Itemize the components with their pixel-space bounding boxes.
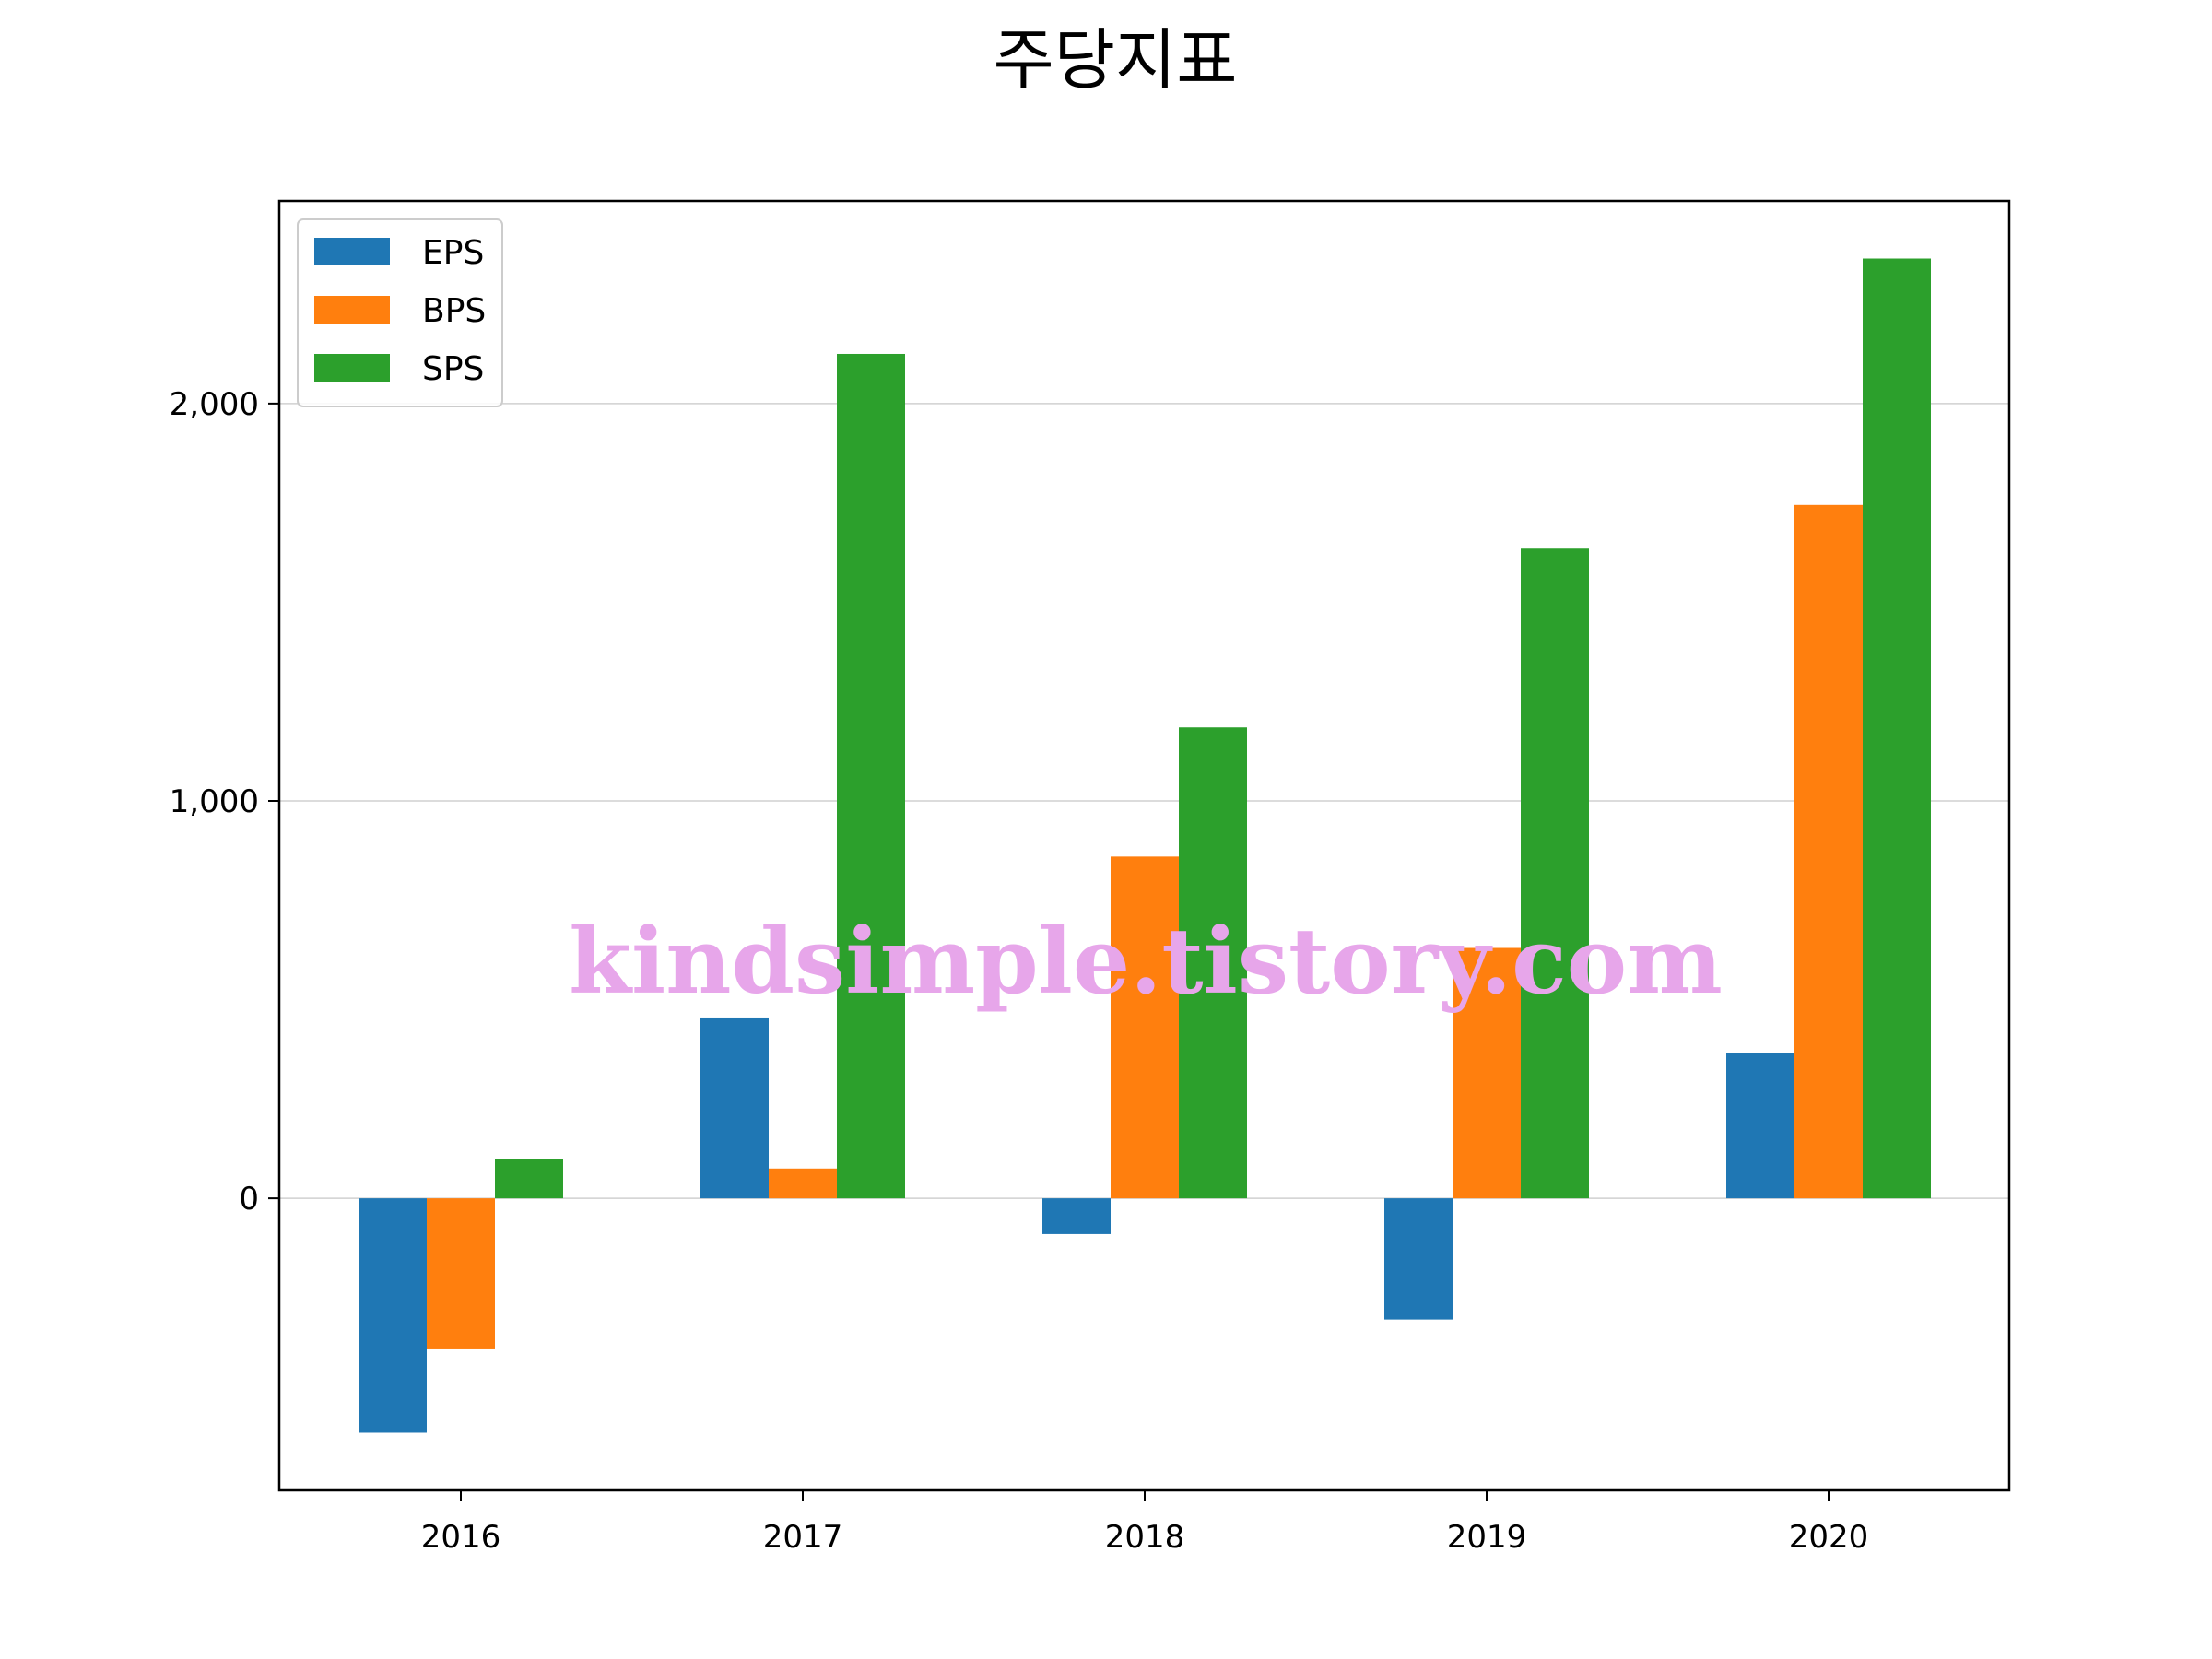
bar-eps-2016 bbox=[359, 1198, 427, 1433]
legend-label-eps: EPS bbox=[422, 234, 484, 272]
x-tick-label-2017: 2017 bbox=[763, 1519, 843, 1556]
chart-title: 주당지표 bbox=[994, 21, 1238, 99]
legend-swatch-eps bbox=[314, 238, 390, 265]
x-tick-label-2019: 2019 bbox=[1447, 1519, 1527, 1556]
legend-swatch-bps bbox=[314, 296, 390, 324]
y-tick-label-1,000: 1,000 bbox=[170, 783, 259, 820]
bar-sps-2018 bbox=[1179, 727, 1247, 1199]
watermark-text: kindsimple.tistory.com bbox=[569, 909, 1723, 1015]
legend-label-sps: SPS bbox=[422, 350, 484, 388]
bar-eps-2017 bbox=[700, 1017, 769, 1199]
bar-sps-2019 bbox=[1521, 548, 1589, 1199]
bar-bps-2020 bbox=[1794, 504, 1863, 1199]
bar-bps-2017 bbox=[769, 1168, 837, 1199]
bar-bps-2019 bbox=[1453, 947, 1521, 1199]
axes: 0 1,000 2,000 2016 2017 2018 2019 2020 bbox=[170, 199, 2011, 1556]
bar-bps-2016 bbox=[427, 1198, 495, 1349]
bar-sps-2016 bbox=[495, 1159, 563, 1199]
legend: EPS BPS SPS bbox=[297, 218, 503, 407]
bar-eps-2018 bbox=[1042, 1198, 1111, 1234]
bar-bps-2018 bbox=[1111, 856, 1179, 1199]
x-tick-label-2016: 2016 bbox=[421, 1519, 501, 1556]
y-tick-label-0: 0 bbox=[239, 1181, 259, 1218]
legend-swatch-sps bbox=[314, 354, 390, 382]
x-tick-label-2020: 2020 bbox=[1789, 1519, 1869, 1556]
legend-label-bps: BPS bbox=[422, 292, 486, 330]
y-tick-label-2,000: 2,000 bbox=[170, 386, 259, 423]
bar-eps-2020 bbox=[1726, 1053, 1794, 1199]
bar-sps-2017 bbox=[837, 353, 905, 1199]
bar-sps-2020 bbox=[1863, 258, 1931, 1199]
bar-eps-2019 bbox=[1384, 1198, 1453, 1320]
x-tick-label-2018: 2018 bbox=[1105, 1519, 1185, 1556]
bars bbox=[359, 258, 1931, 1433]
